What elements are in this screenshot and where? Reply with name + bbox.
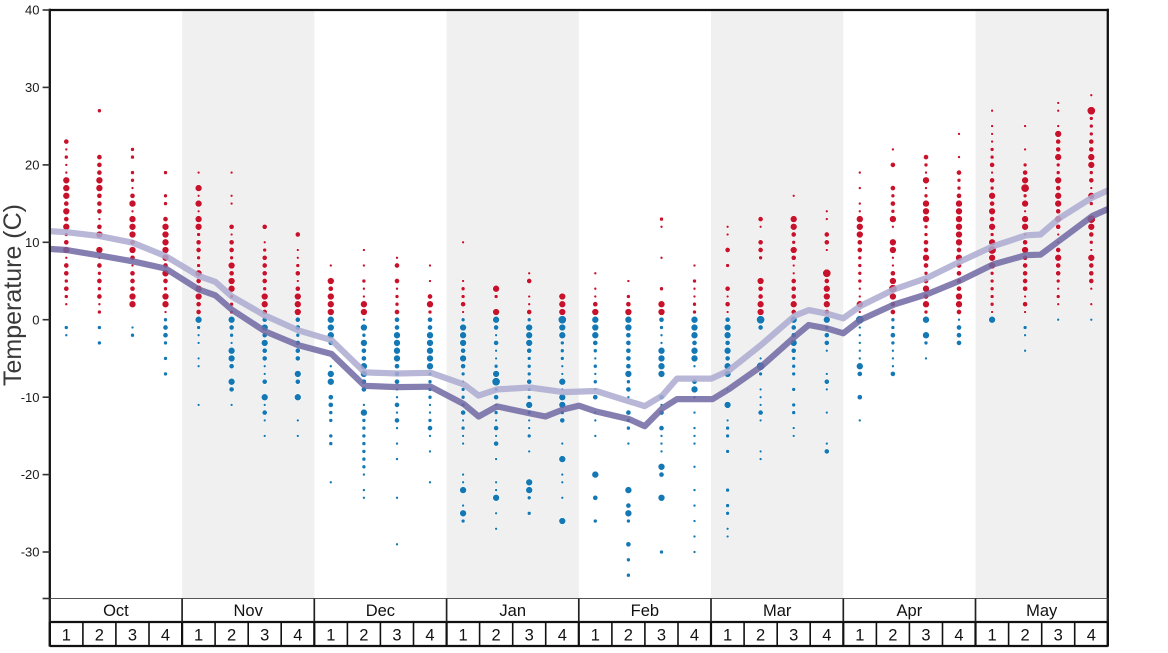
svg-text:3: 3 (921, 627, 930, 645)
svg-text:10: 10 (25, 235, 39, 250)
svg-text:3: 3 (525, 627, 534, 645)
svg-text:2: 2 (1021, 627, 1030, 645)
svg-text:4: 4 (954, 627, 963, 645)
svg-text:1: 1 (326, 627, 335, 645)
svg-text:1: 1 (988, 627, 997, 645)
svg-text:2: 2 (756, 627, 765, 645)
svg-text:20: 20 (25, 158, 39, 173)
svg-text:Oct: Oct (103, 602, 129, 620)
svg-text:3: 3 (260, 627, 269, 645)
svg-text:1: 1 (459, 627, 468, 645)
svg-text:30: 30 (25, 80, 39, 95)
svg-text:1: 1 (591, 627, 600, 645)
svg-text:Feb: Feb (631, 602, 659, 620)
svg-text:3: 3 (789, 627, 798, 645)
svg-text:-10: -10 (21, 390, 40, 405)
svg-text:-20: -20 (21, 467, 40, 482)
svg-text:2: 2 (888, 627, 897, 645)
svg-text:-30: -30 (21, 545, 40, 560)
svg-text:3: 3 (657, 627, 666, 645)
svg-text:3: 3 (392, 627, 401, 645)
svg-text:1: 1 (855, 627, 864, 645)
svg-text:4: 4 (690, 627, 699, 645)
svg-text:Mar: Mar (763, 602, 792, 620)
svg-text:2: 2 (227, 627, 236, 645)
svg-text:4: 4 (293, 627, 302, 645)
svg-text:Jan: Jan (499, 602, 526, 620)
svg-text:4: 4 (822, 627, 831, 645)
svg-text:Dec: Dec (366, 602, 395, 620)
svg-text:1: 1 (62, 627, 71, 645)
svg-text:40: 40 (25, 3, 39, 18)
svg-text:Apr: Apr (897, 602, 923, 620)
svg-text:Temperature (C): Temperature (C) (0, 204, 27, 386)
svg-text:2: 2 (624, 627, 633, 645)
svg-text:0: 0 (32, 312, 39, 327)
svg-text:Nov: Nov (234, 602, 264, 620)
svg-text:1: 1 (723, 627, 732, 645)
svg-text:3: 3 (1054, 627, 1063, 645)
svg-text:2: 2 (492, 627, 501, 645)
svg-text:4: 4 (425, 627, 434, 645)
svg-text:2: 2 (359, 627, 368, 645)
svg-text:1: 1 (194, 627, 203, 645)
svg-text:4: 4 (161, 627, 170, 645)
svg-text:4: 4 (1087, 627, 1096, 645)
svg-text:2: 2 (95, 627, 104, 645)
svg-text:May: May (1026, 602, 1058, 620)
svg-text:4: 4 (558, 627, 567, 645)
svg-text:3: 3 (128, 627, 137, 645)
